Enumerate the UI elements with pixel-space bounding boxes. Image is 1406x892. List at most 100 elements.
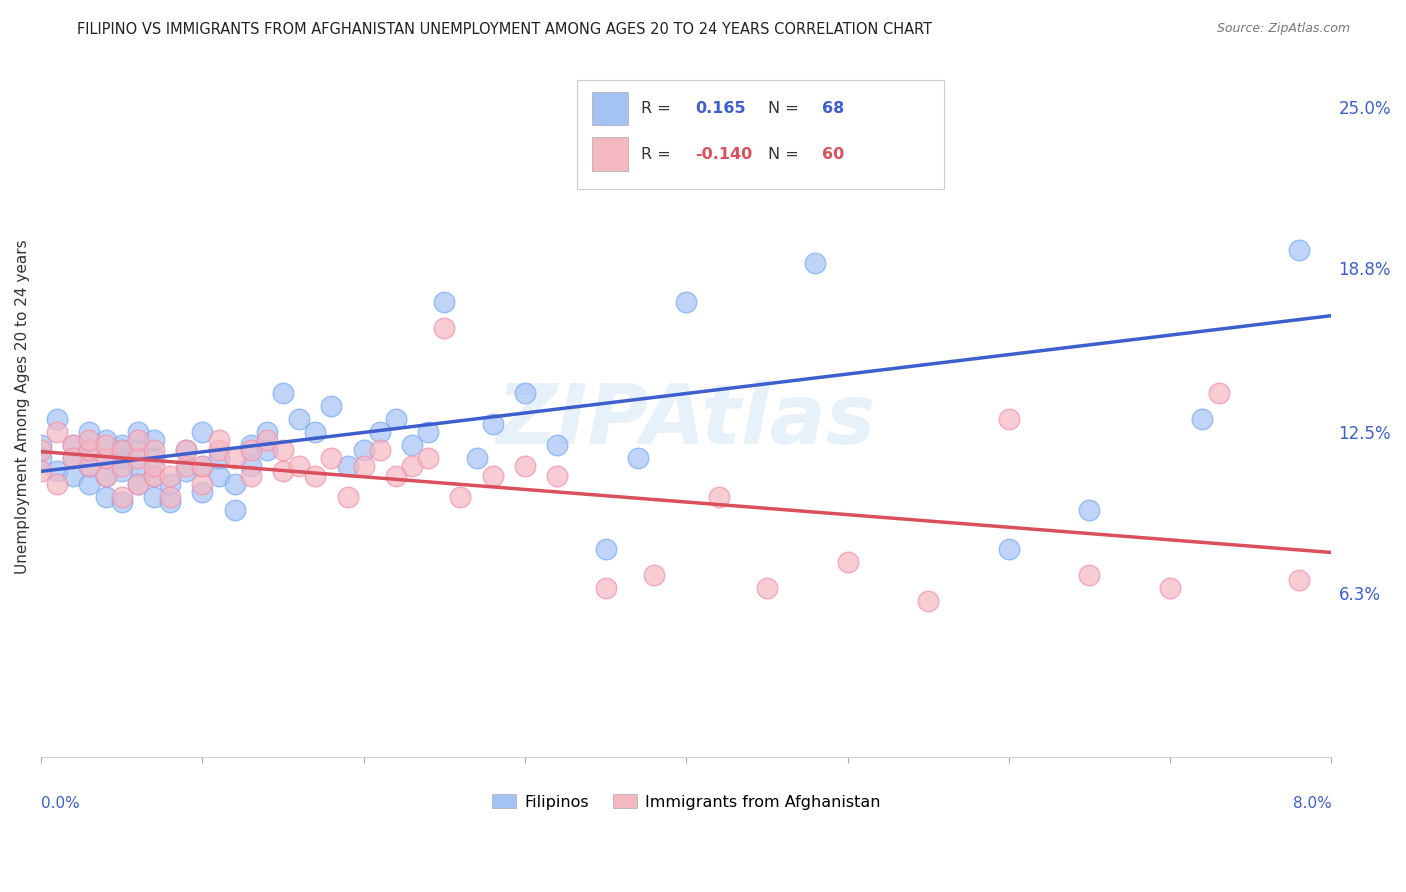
- Point: [385, 412, 408, 426]
- FancyBboxPatch shape: [592, 92, 628, 126]
- Text: 0.165: 0.165: [696, 101, 747, 116]
- Point: [304, 469, 326, 483]
- Point: [288, 458, 311, 473]
- Point: [111, 438, 134, 452]
- Point: [111, 443, 134, 458]
- Point: [143, 469, 166, 483]
- Point: [675, 295, 697, 310]
- Point: [1159, 581, 1181, 595]
- Point: [127, 458, 149, 473]
- Point: [207, 443, 229, 458]
- Point: [79, 458, 101, 473]
- Point: [111, 458, 134, 473]
- Point: [46, 425, 69, 440]
- Point: [1288, 243, 1310, 257]
- Point: [513, 458, 536, 473]
- Point: [401, 458, 423, 473]
- Point: [143, 443, 166, 458]
- Point: [207, 433, 229, 447]
- Point: [1191, 412, 1213, 426]
- Point: [256, 425, 278, 440]
- Point: [418, 451, 440, 466]
- Point: [111, 490, 134, 504]
- Text: N =: N =: [768, 101, 803, 116]
- Point: [62, 438, 84, 452]
- Point: [143, 490, 166, 504]
- Point: [159, 495, 181, 509]
- Point: [304, 425, 326, 440]
- Point: [271, 464, 294, 478]
- Point: [449, 490, 471, 504]
- Point: [191, 458, 214, 473]
- Point: [94, 469, 117, 483]
- Point: [30, 464, 52, 478]
- Text: 68: 68: [821, 101, 844, 116]
- Point: [239, 438, 262, 452]
- Point: [191, 458, 214, 473]
- Point: [336, 490, 359, 504]
- Point: [707, 490, 730, 504]
- Point: [111, 464, 134, 478]
- Point: [143, 433, 166, 447]
- Point: [94, 433, 117, 447]
- Point: [30, 438, 52, 452]
- Point: [207, 451, 229, 466]
- Point: [401, 438, 423, 452]
- Point: [94, 451, 117, 466]
- Point: [433, 321, 456, 335]
- Point: [1078, 568, 1101, 582]
- Text: Source: ZipAtlas.com: Source: ZipAtlas.com: [1216, 22, 1350, 36]
- Text: N =: N =: [768, 146, 803, 161]
- Point: [321, 399, 343, 413]
- Text: R =: R =: [641, 146, 676, 161]
- Point: [627, 451, 650, 466]
- Point: [998, 412, 1021, 426]
- Point: [94, 438, 117, 452]
- Point: [127, 451, 149, 466]
- Point: [111, 451, 134, 466]
- Point: [804, 256, 827, 270]
- Point: [368, 443, 391, 458]
- FancyBboxPatch shape: [576, 79, 945, 188]
- Point: [62, 451, 84, 466]
- Point: [159, 469, 181, 483]
- Point: [465, 451, 488, 466]
- Point: [353, 458, 375, 473]
- Text: 0.0%: 0.0%: [41, 797, 80, 811]
- Point: [127, 477, 149, 491]
- Point: [127, 425, 149, 440]
- Point: [143, 451, 166, 466]
- Point: [30, 443, 52, 458]
- Point: [62, 469, 84, 483]
- Point: [127, 477, 149, 491]
- Point: [79, 458, 101, 473]
- Point: [546, 438, 568, 452]
- Point: [239, 469, 262, 483]
- Point: [869, 126, 891, 140]
- Point: [837, 555, 859, 569]
- Text: FILIPINO VS IMMIGRANTS FROM AFGHANISTAN UNEMPLOYMENT AMONG AGES 20 TO 24 YEARS C: FILIPINO VS IMMIGRANTS FROM AFGHANISTAN …: [77, 22, 932, 37]
- Point: [271, 443, 294, 458]
- Point: [191, 485, 214, 500]
- Point: [143, 469, 166, 483]
- Point: [224, 451, 246, 466]
- Point: [94, 469, 117, 483]
- Point: [143, 458, 166, 473]
- Point: [79, 433, 101, 447]
- Text: R =: R =: [641, 101, 676, 116]
- Point: [239, 443, 262, 458]
- Point: [336, 458, 359, 473]
- Point: [224, 477, 246, 491]
- Point: [62, 438, 84, 452]
- Point: [755, 581, 778, 595]
- Point: [174, 464, 197, 478]
- Point: [159, 477, 181, 491]
- Point: [595, 542, 617, 557]
- Point: [79, 443, 101, 458]
- Point: [111, 443, 134, 458]
- Point: [513, 386, 536, 401]
- Point: [224, 503, 246, 517]
- Point: [321, 451, 343, 466]
- Point: [256, 433, 278, 447]
- Point: [62, 451, 84, 466]
